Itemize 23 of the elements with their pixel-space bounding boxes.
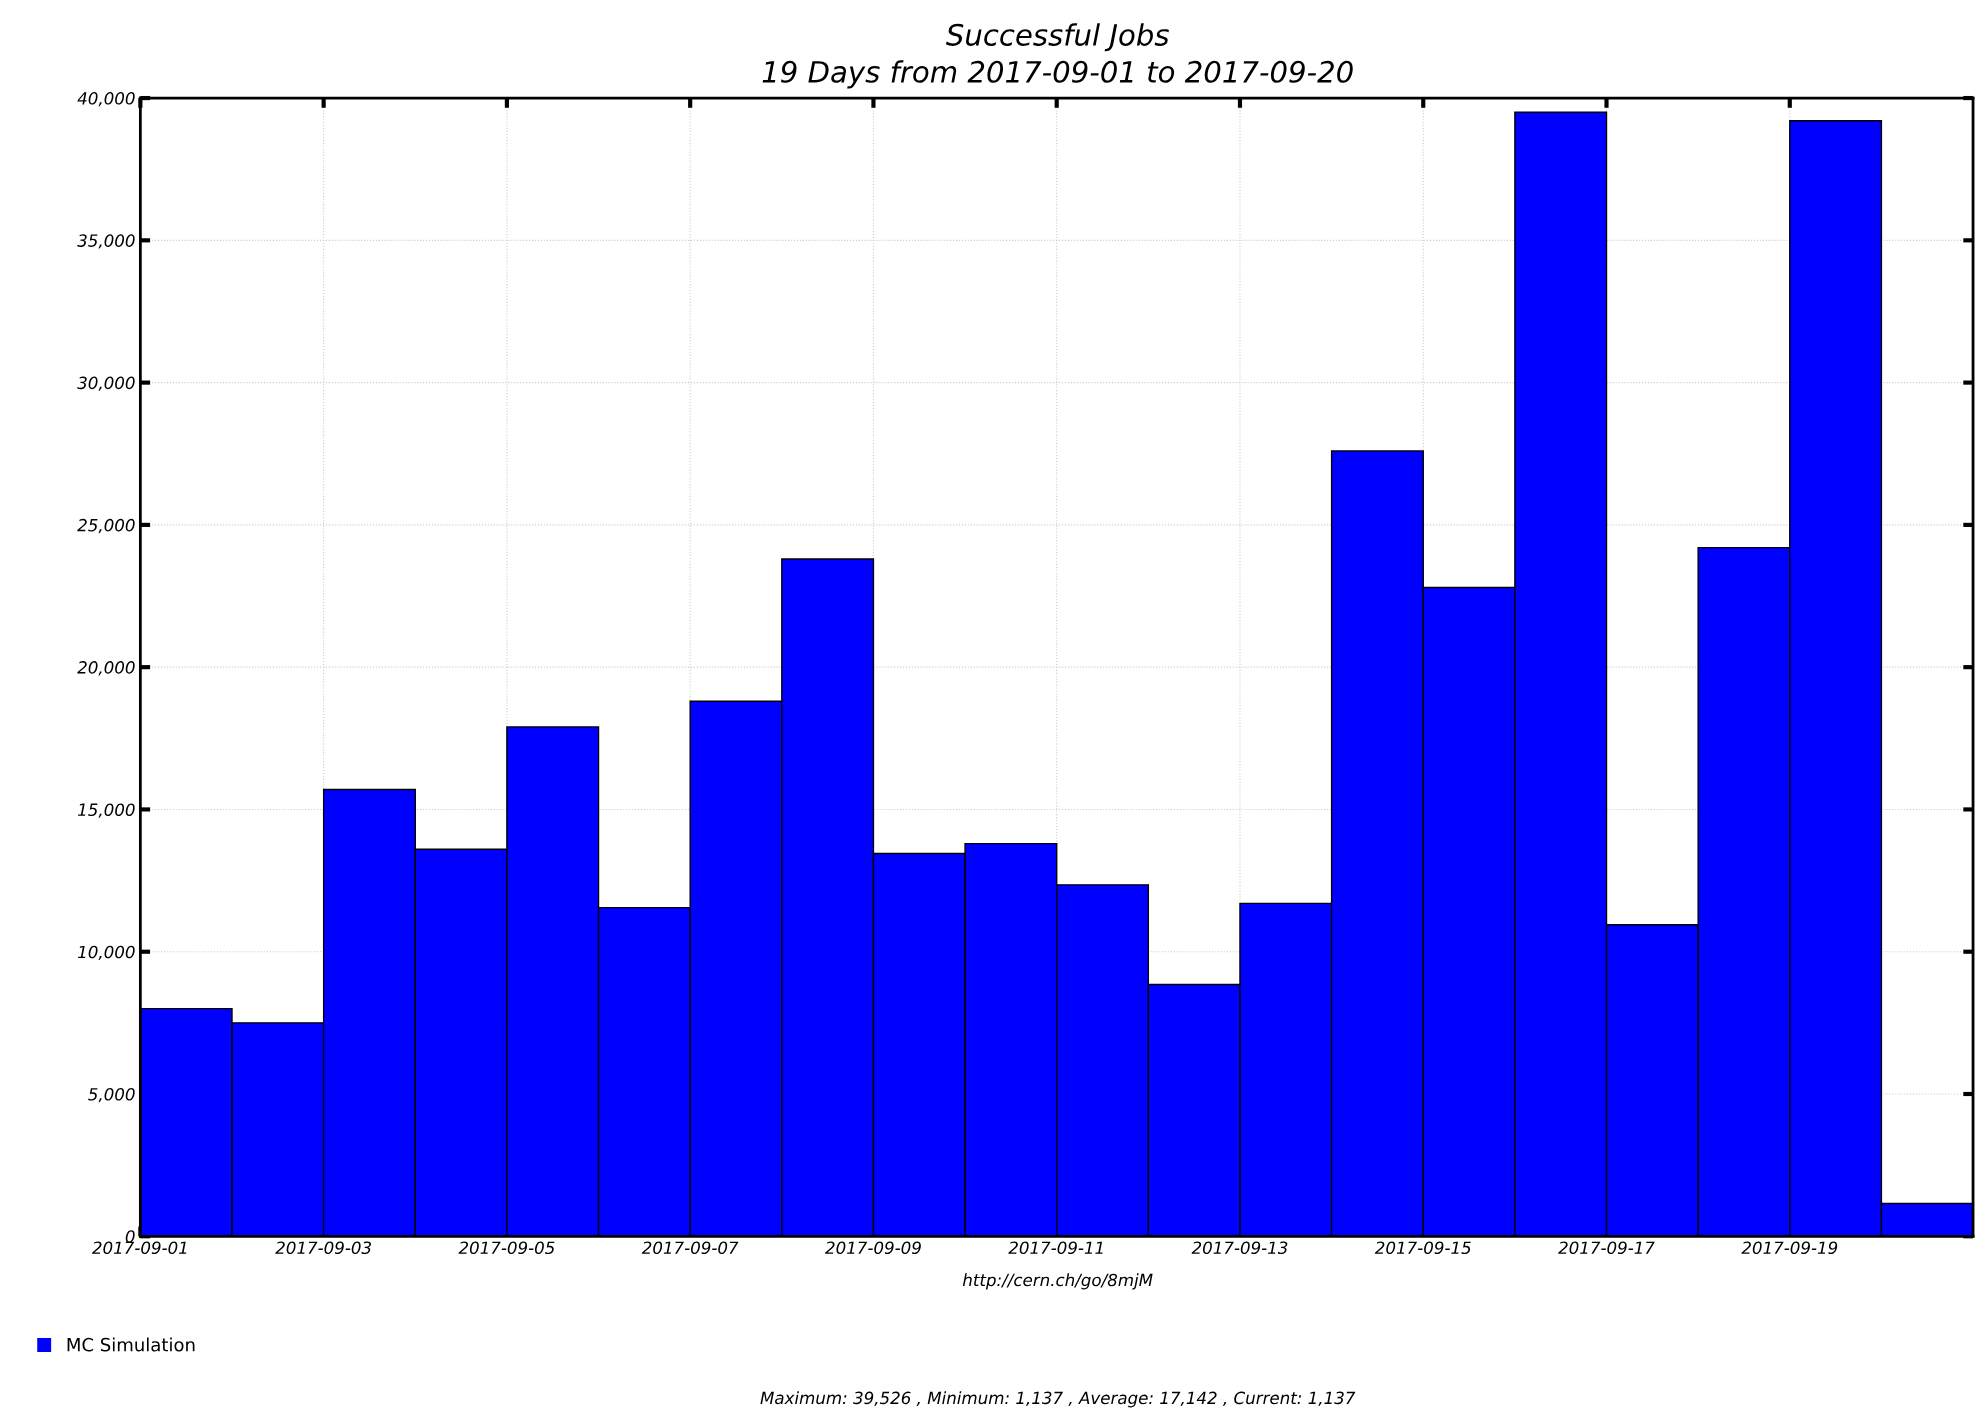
chart-title: Successful Jobs [946,23,1169,52]
y-tick-label: 35,000 [77,234,135,249]
y-tick-label: 10,000 [78,945,135,960]
x-tick-label: 2017-09-11 [1008,1241,1103,1255]
x-tick-label: 2017-09-05 [458,1241,555,1255]
y-tick-label: 20,000 [77,661,135,676]
text: Maximum: 39,526 , Minimum: 1,137 , Average: 17,142 , Current: 1,137 [760,1391,1356,1408]
x-tick-label: 2017-09-15 [1374,1241,1471,1255]
legend-label: MC Simulation [67,1337,195,1352]
y-tick-label: 15,000 [78,803,135,818]
x-tick-label: 2017-09-09 [825,1241,921,1255]
y-tick-label: 5,000 [88,1087,135,1103]
y-tick-label: 40,000 [77,92,135,107]
x-tick-label: 2017-09-17 [1558,1241,1655,1255]
y-tick-label: 30,000 [77,376,135,391]
y-tick-label: 25,000 [77,518,135,534]
x-tick-label: 2017-09-01 [92,1241,187,1255]
x-tick-label: 2017-09-19 [1741,1241,1838,1255]
chart-subtitle: 19 Days from 2017-09-01 to 2017-09-20 [762,60,1353,89]
x-tick-label: 2017-09-07 [641,1241,739,1255]
text: http://cern.ch/go/8mjM [962,1273,1153,1290]
x-tick-label: 2017-09-03 [275,1241,371,1255]
x-tick-label: 2017-09-13 [1191,1241,1288,1255]
